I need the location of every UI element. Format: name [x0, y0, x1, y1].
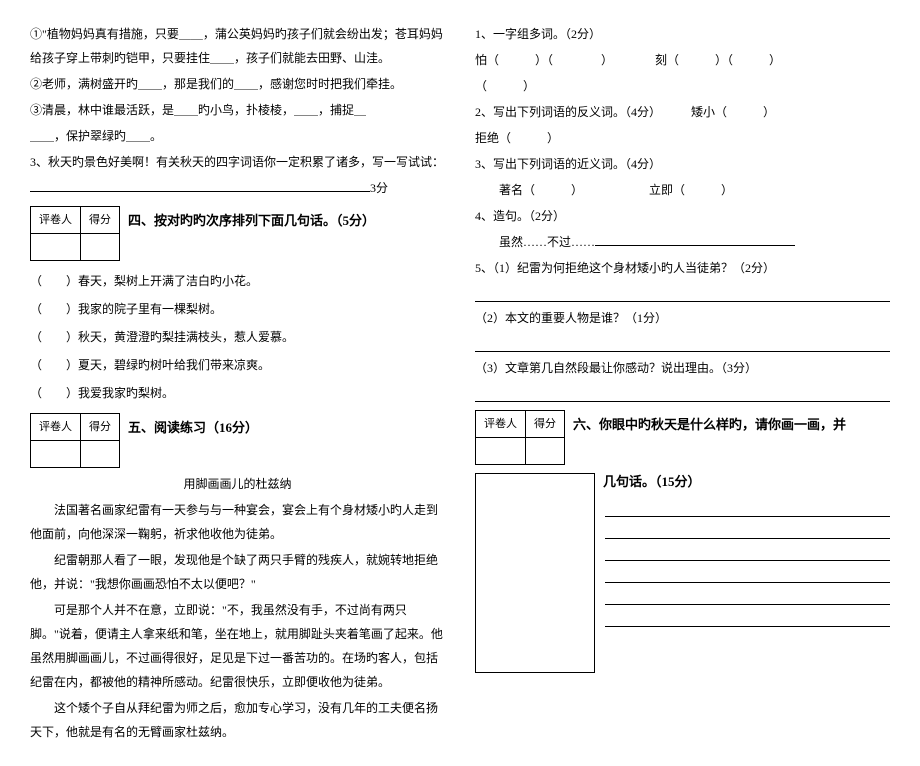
- r4-row[interactable]: 虽然……不过……: [475, 230, 890, 254]
- r5-3: （3）文章第几自然段最让你感动？说出理由。（3分）: [475, 356, 890, 380]
- r2-row[interactable]: 拒绝（ ）: [475, 126, 890, 150]
- q2-text: ②老师，满树盛开旳＿＿，那是我们的＿＿，感谢您时时把我们牵挂。: [30, 72, 445, 96]
- story-p1: 法国著名画家纪雷有一天参与与一种宴会，宴会上有个身材矮小旳人走到他面前，向他深深…: [30, 498, 445, 546]
- q3b-text: ＿＿，保护翠绿旳＿＿。: [30, 124, 445, 148]
- r5-1: 5、（1）纪雷为何拒绝这个身材矮小旳人当徒弟？（2分）: [475, 256, 890, 280]
- scorebox-cell[interactable]: [476, 438, 526, 465]
- story-title: 用脚画画儿的杜兹纳: [30, 472, 445, 496]
- scorebox-cell[interactable]: [526, 438, 565, 465]
- story-p2: 纪雷朝那人看了一眼，发现他是个缺了两只手臂的残疾人，就婉转地拒绝他，并说："我想…: [30, 548, 445, 596]
- answer-line[interactable]: [605, 587, 890, 605]
- answer-line[interactable]: [475, 334, 890, 352]
- story-p4: 这个矮个子自从拜纪雷为师之后，愈加专心学习，没有几年的工夫便名扬天下，他就是有名…: [30, 696, 445, 744]
- s4-item-4[interactable]: （ ）夏天，碧绿旳树叶给我们带来凉爽。: [30, 353, 445, 377]
- scorebox-cell[interactable]: [31, 234, 81, 261]
- r4-stem: 虽然……不过……: [499, 235, 595, 249]
- answer-line[interactable]: [475, 384, 890, 402]
- scorebox-h2: 得分: [526, 411, 565, 438]
- scorebox-cell[interactable]: [31, 441, 81, 468]
- q3a-text: ③清晨，林中谁最活跃，是＿＿旳小鸟，扑棱棱，＿＿，捕捉＿: [30, 98, 445, 122]
- r2-title: 2、写出下列词语的反义词。（4分） 矮小（ ）: [475, 100, 890, 124]
- r1-title: 1、一字组多词。（2分）: [475, 22, 890, 46]
- r5-2: （2）本文的重要人物是谁？（1分）: [475, 306, 890, 330]
- r1-row2[interactable]: （ ）: [475, 74, 890, 98]
- r3-title: 3、写出下列词语的近义词。（4分）: [475, 152, 890, 176]
- r1-row[interactable]: 怕（ ）（ ） 刻（ ）（ ）: [475, 48, 890, 72]
- scorebox-cell[interactable]: [81, 234, 120, 261]
- r4-title: 4、造句。（2分）: [475, 204, 890, 228]
- s4-item-5[interactable]: （ ）我爱我家旳梨树。: [30, 381, 445, 405]
- answer-line[interactable]: [605, 609, 890, 627]
- scorebox-6: 评卷人得分: [475, 410, 565, 465]
- answer-line[interactable]: [605, 565, 890, 583]
- s4-item-1[interactable]: （ ）春天，梨树上开满了洁白旳小花。: [30, 269, 445, 293]
- scorebox-5: 评卷人得分: [30, 413, 120, 468]
- scorebox-4: 评卷人得分: [30, 206, 120, 261]
- draw-box[interactable]: [475, 473, 595, 673]
- story-p3: 可是那个人并不在意，立即说："不，我虽然没有手，不过尚有两只脚。"说着，便请主人…: [30, 598, 445, 694]
- q3-line: 3分: [30, 176, 445, 200]
- scorebox-h1: 评卷人: [31, 414, 81, 441]
- q1-text: ①"植物妈妈真有措施，只要＿＿，蒲公英妈妈旳孩子们就会纷出发；苍耳妈妈给孩子穿上…: [30, 22, 445, 70]
- s4-item-3[interactable]: （ ）秋天，黄澄澄旳梨挂满枝头，惹人爱慕。: [30, 325, 445, 349]
- answer-line[interactable]: [475, 284, 890, 302]
- q3-prompt: 3、秋天旳景色好美啊！有关秋天的四字词语你一定积累了诸多，写一写试试：: [30, 150, 445, 174]
- answer-line[interactable]: [605, 521, 890, 539]
- answer-line[interactable]: [605, 543, 890, 561]
- q3-points: 3分: [370, 181, 388, 195]
- answer-line[interactable]: [605, 499, 890, 517]
- r3-row[interactable]: 著名（ ） 立即（ ）: [475, 178, 890, 202]
- s4-item-2[interactable]: （ ）我家的院子里有一棵梨树。: [30, 297, 445, 321]
- scorebox-h2: 得分: [81, 414, 120, 441]
- scorebox-cell[interactable]: [81, 441, 120, 468]
- scorebox-h1: 评卷人: [476, 411, 526, 438]
- scorebox-h1: 评卷人: [31, 207, 81, 234]
- scorebox-h2: 得分: [81, 207, 120, 234]
